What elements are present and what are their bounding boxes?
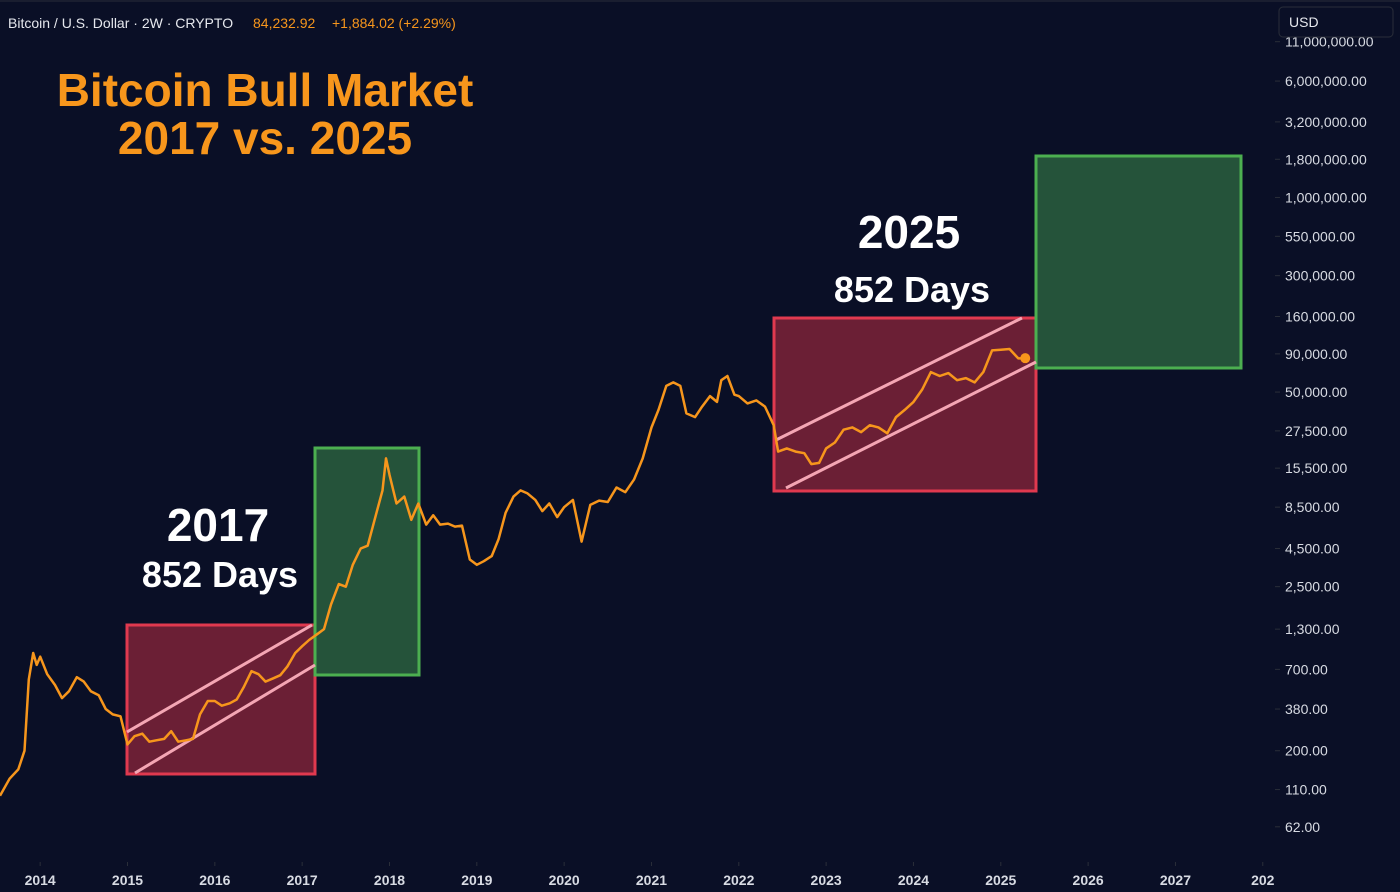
x-tick-label: 2026 [1073,872,1104,888]
annotation: 2025 [858,206,960,258]
annotation: 852 Days [834,269,990,310]
y-tick-label: 700.00 [1285,661,1328,677]
y-tick-label: 8,500.00 [1285,499,1340,515]
range-box [125,623,317,776]
y-tick-label: 2,500.00 [1285,579,1340,595]
y-tick-label: 4,500.00 [1285,540,1340,556]
y-tick-label: 3,200,000.00 [1285,114,1367,130]
x-tick-label: 2016 [199,872,230,888]
price-change: +1,884.02 (+2.29%) [332,15,456,31]
y-tick-label: 15,500.00 [1285,460,1347,476]
y-tick-label: 380.00 [1285,701,1328,717]
y-tick-label: 300,000.00 [1285,268,1355,284]
chart-title: Bitcoin Bull Market [57,64,474,116]
channel-line [126,623,313,734]
chart-subtitle: 2017 vs. 2025 [118,112,412,164]
last-price: 84,232.92 [253,15,315,31]
y-tick-label: 160,000.00 [1285,309,1355,325]
y-axis: 11,000,000.00 6,000,000.00 3,200,000.00 1,8… [1275,34,1374,835]
y-tick-label: 550,000.00 [1285,228,1355,244]
x-tick-label: 2027 [1160,872,1191,888]
plot-area [0,154,1243,797]
channel-line [785,360,1037,490]
y-tick-label: 62.00 [1285,819,1320,835]
x-tick-label: 2018 [374,872,405,888]
channel-line [775,316,1023,442]
y-tick-label: 27,500.00 [1285,423,1347,439]
last-price-dot [1020,353,1031,364]
y-tick-label: 11,000,000.00 [1285,34,1374,50]
channel-line [134,663,316,775]
x-tick-label: 2019 [461,872,492,888]
symbol: Bitcoin / U.S. Dollar · 2W · CRYPTO [8,15,233,31]
y-tick-label: 90,000.00 [1285,346,1347,362]
currency-button[interactable] [1278,6,1394,38]
y-tick-label: 6,000,000.00 [1285,73,1367,89]
x-tick-label: 2021 [636,872,667,888]
x-tick-label: 2015 [112,872,143,888]
x-tick-label: 2014 [25,872,56,888]
x-tick-label: 2023 [811,872,842,888]
y-tick-label: 50,000.00 [1285,384,1347,400]
x-tick-label: 2025 [985,872,1016,888]
y-tick-label: 110.00 [1285,782,1327,798]
price-line [0,347,1026,797]
x-tick-label: 2024 [898,872,929,888]
y-tick-label: 1,300.00 [1285,621,1340,637]
annotation: 852 Days [142,554,298,595]
target-box [313,446,421,677]
y-tick-label: 1,000,000.00 [1285,189,1367,205]
x-tick-label: 2020 [549,872,580,888]
y-tick-label: 1,800,000.00 [1285,151,1367,167]
x-tick-label: 2022 [723,872,754,888]
target-box [1034,154,1243,370]
x-tick-label: 2017 [287,872,318,888]
annotation: 2017 [167,499,269,551]
currency-label: USD [1289,14,1319,30]
y-tick-label: 200.00 [1285,743,1328,759]
x-tick-label: 202 [1251,872,1275,888]
